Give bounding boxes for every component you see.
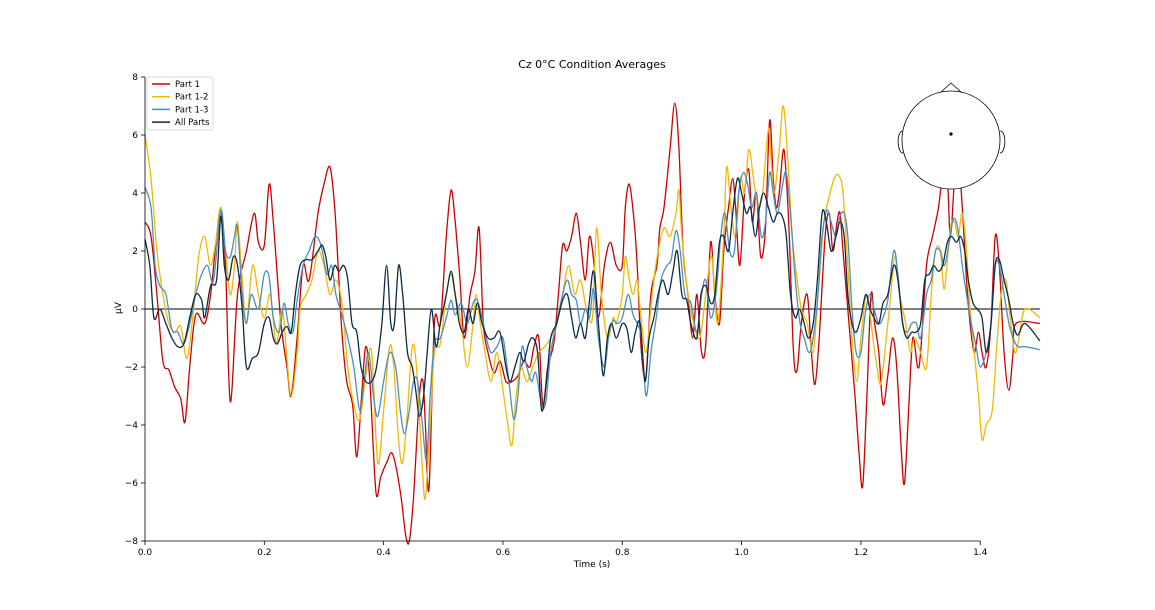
series-line-all-parts xyxy=(144,177,1041,417)
legend-frame xyxy=(146,76,214,131)
x-axis-ticks: 0.0 0.2 0.4 0.6 0.8 1.0 1.2 1.4 xyxy=(138,541,988,558)
legend-label: Part 1-3 xyxy=(175,105,208,115)
x-tick-label: 0.0 xyxy=(138,548,153,558)
legend-items: Part 1 Part 1-2 Part 1-3 All Parts xyxy=(152,80,210,128)
legend-label: Part 1 xyxy=(175,80,200,90)
head-right-ear xyxy=(999,130,1006,154)
legend: Part 1 Part 1-2 Part 1-3 All Parts xyxy=(146,76,214,131)
chart-title: Cz 0°C Condition Averages xyxy=(518,58,666,71)
y-tick-label: 2 xyxy=(132,247,138,257)
x-tick-label: 1.4 xyxy=(973,548,988,558)
legend-label: All Parts xyxy=(175,118,210,128)
x-tick-label: 1.2 xyxy=(854,548,868,558)
y-tick-label: 6 xyxy=(132,131,138,141)
series-line-part-1-3 xyxy=(144,170,1041,461)
cz-sensor-marker xyxy=(949,132,953,136)
y-tick-label: −4 xyxy=(125,421,139,431)
y-tick-label: −2 xyxy=(125,363,138,373)
x-axis-label: Time (s) xyxy=(573,560,611,570)
head-nose xyxy=(940,82,962,93)
x-tick-label: 0.6 xyxy=(496,548,511,558)
y-axis-ticks: −8 −6 −4 −2 0 2 4 6 8 xyxy=(125,73,145,547)
x-tick-label: 0.8 xyxy=(615,548,630,558)
sensor-head-map-icon xyxy=(897,82,1006,190)
series-lines xyxy=(144,102,1041,545)
legend-label: Part 1-2 xyxy=(175,93,208,103)
y-tick-label: −6 xyxy=(125,479,139,489)
x-tick-label: 0.4 xyxy=(376,548,391,558)
head-outline xyxy=(901,90,1001,190)
series-line-part-1 xyxy=(144,102,1040,545)
y-axis-label: µV xyxy=(114,301,124,314)
head-left-ear xyxy=(897,130,904,154)
x-tick-label: 0.2 xyxy=(257,548,271,558)
y-tick-label: 4 xyxy=(132,189,138,199)
y-tick-label: 0 xyxy=(132,305,138,315)
axes: 0.0 0.2 0.4 0.6 0.8 1.0 1.2 1.4 −8 −6 −4 −2 0 2 4 6 8 xyxy=(125,73,988,558)
x-tick-label: 1.0 xyxy=(734,548,749,558)
plot-area xyxy=(144,102,1041,545)
y-tick-label: 8 xyxy=(132,73,138,83)
y-tick-label: −8 xyxy=(125,537,139,547)
